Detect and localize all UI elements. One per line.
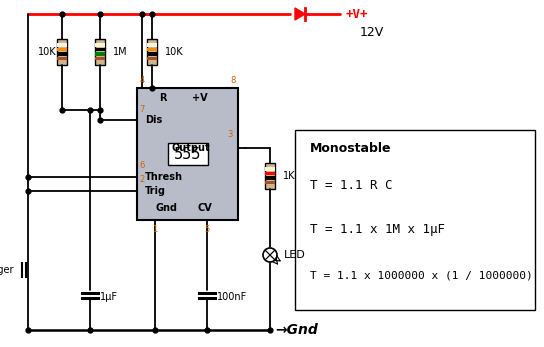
Bar (95, 57, 105, 60)
Text: R: R (159, 93, 166, 103)
Text: 1M: 1M (113, 47, 128, 57)
Text: 100nF: 100nF (217, 292, 248, 302)
Bar (147, 57, 157, 60)
Text: 1μF: 1μF (100, 292, 118, 302)
Bar (57, 52, 67, 56)
Text: Monostable: Monostable (310, 142, 392, 154)
Bar (57, 43, 67, 47)
Text: Gnd: Gnd (155, 203, 177, 213)
Bar (57, 39, 67, 65)
Text: 7: 7 (139, 105, 144, 114)
Text: 1K: 1K (283, 171, 295, 181)
Text: 8: 8 (230, 76, 236, 85)
Polygon shape (295, 8, 305, 20)
Text: LED: LED (284, 250, 306, 260)
Text: CV: CV (197, 203, 212, 213)
Bar (95, 43, 105, 47)
Bar (147, 43, 157, 47)
Bar (95, 39, 105, 65)
Text: 10K: 10K (39, 47, 57, 57)
Text: T = 1.1 x 1000000 x (1 / 1000000): T = 1.1 x 1000000 x (1 / 1000000) (310, 270, 533, 280)
Text: 6: 6 (139, 161, 144, 170)
Bar (147, 52, 157, 56)
Bar (265, 172, 275, 176)
Text: 12V: 12V (360, 25, 384, 39)
Text: +V: +V (192, 93, 208, 103)
Bar (137, 88, 238, 220)
Bar (265, 181, 275, 184)
Text: Output: Output (172, 143, 211, 153)
Bar (168, 143, 207, 165)
Text: 3: 3 (227, 130, 233, 139)
Text: Trig: Trig (145, 186, 166, 196)
Text: T = 1.1 x 1M x 1μF: T = 1.1 x 1M x 1μF (310, 223, 445, 237)
Bar (57, 48, 67, 51)
Text: 555: 555 (174, 146, 201, 161)
Text: T = 1.1 R C: T = 1.1 R C (310, 178, 393, 192)
Text: 10K: 10K (165, 47, 184, 57)
Text: +V+: +V+ (346, 8, 368, 20)
Text: →Gnd: →Gnd (275, 323, 318, 337)
Bar (265, 163, 275, 189)
Text: 4: 4 (139, 76, 145, 85)
Bar (147, 39, 157, 65)
Text: Thresh: Thresh (145, 172, 183, 182)
Bar (265, 176, 275, 180)
Bar (265, 167, 275, 171)
Bar (147, 48, 157, 51)
Text: 5: 5 (205, 225, 209, 234)
Bar (95, 48, 105, 51)
Text: 1: 1 (152, 225, 158, 234)
Text: Dis: Dis (145, 115, 162, 125)
Text: Trigger: Trigger (0, 265, 14, 275)
Text: 2: 2 (139, 175, 144, 184)
Bar (57, 57, 67, 60)
Bar (95, 52, 105, 56)
Bar (295, 130, 535, 310)
